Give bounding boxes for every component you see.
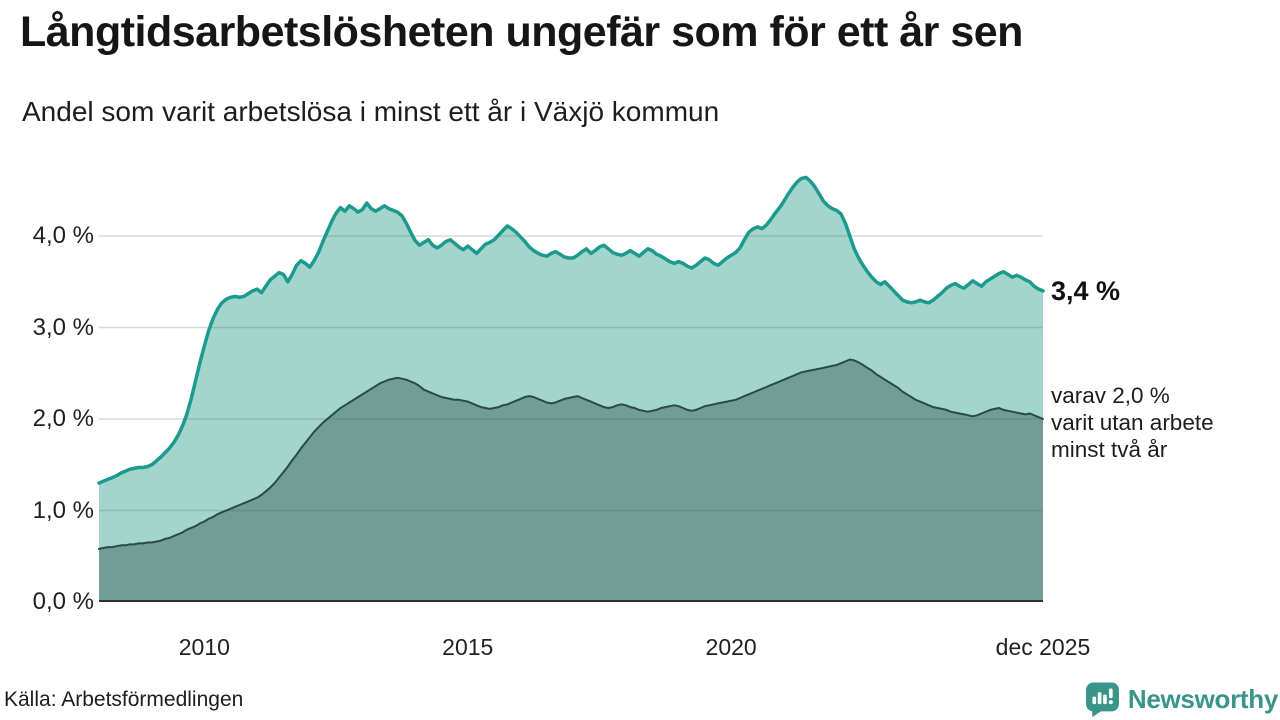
x-tick-label: 2020 bbox=[705, 634, 757, 660]
y-tick-label: 2,0 % bbox=[32, 405, 94, 432]
x-tick-label: 2010 bbox=[178, 634, 230, 660]
annotation-line: minst två år bbox=[1051, 437, 1168, 462]
y-tick-label: 0,0 % bbox=[32, 588, 94, 615]
gridlines bbox=[99, 235, 1043, 512]
page-title: Långtidsarbetslösheten ungefär som för e… bbox=[20, 8, 1023, 56]
page-subtitle: Andel som varit arbetslösa i minst ett å… bbox=[22, 96, 720, 127]
annotation-line: varit utan arbete bbox=[1051, 410, 1214, 435]
series-2yr-area bbox=[99, 359, 1043, 602]
secondary-series-annotation: varav 2,0 % varit utan arbete minst två … bbox=[1051, 382, 1214, 463]
series-1yr-line bbox=[97, 175, 1045, 485]
latest-value-label: 3,4 % bbox=[1051, 275, 1121, 306]
newsworthy-wordmark: Newsworthy bbox=[1127, 684, 1278, 714]
annotation-line: varav 2,0 % bbox=[1051, 383, 1170, 408]
x-tick-label: dec 2025 bbox=[995, 634, 1091, 660]
x-tick-label: 2015 bbox=[442, 634, 494, 660]
source-credit: Källa: Arbetsförmedlingen bbox=[4, 688, 244, 711]
newsworthy-pin-barchart-icon bbox=[1085, 682, 1119, 717]
series-2yr-line bbox=[98, 358, 1044, 550]
y-tick-label: 1,0 % bbox=[32, 496, 94, 524]
newsworthy-logo[interactable]: Newsworthy bbox=[1084, 681, 1278, 718]
y-tick-label: 4,0 % bbox=[32, 222, 94, 249]
y-tick-label: 3,0 % bbox=[32, 313, 94, 341]
